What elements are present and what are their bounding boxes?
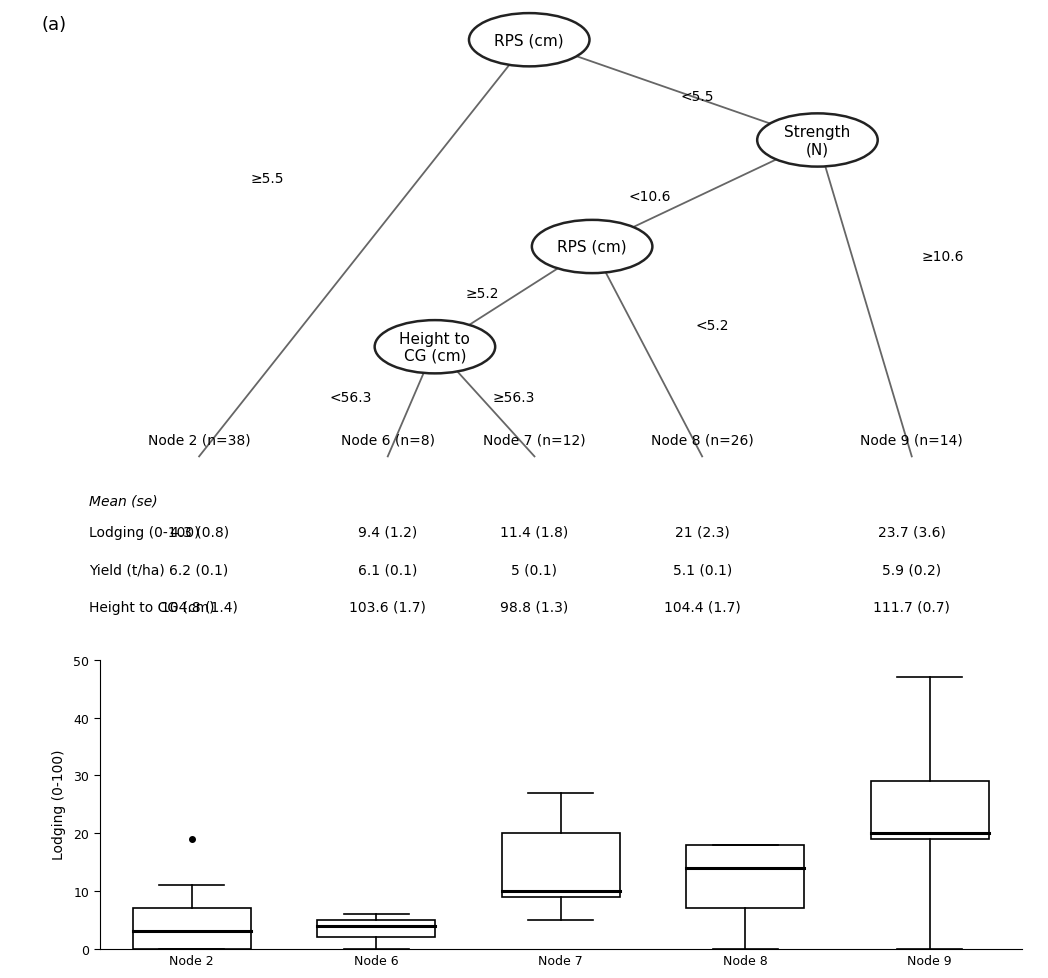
Text: Node 6 (n=8): Node 6 (n=8) xyxy=(341,433,435,448)
Y-axis label: Lodging (0-100): Lodging (0-100) xyxy=(52,749,66,860)
Text: 104.4 (1.7): 104.4 (1.7) xyxy=(663,600,741,614)
Text: Node 2 (n=38): Node 2 (n=38) xyxy=(148,433,250,448)
Text: 5 (0.1): 5 (0.1) xyxy=(511,562,558,577)
Text: 5.1 (0.1): 5.1 (0.1) xyxy=(673,562,732,577)
Text: 21 (2.3): 21 (2.3) xyxy=(675,525,729,539)
Ellipse shape xyxy=(531,221,652,274)
Text: Node 7 (n=12): Node 7 (n=12) xyxy=(483,433,586,448)
Text: RPS (cm): RPS (cm) xyxy=(495,33,564,48)
Text: Strength
(N): Strength (N) xyxy=(784,124,851,157)
Text: Node 8 (n=26): Node 8 (n=26) xyxy=(651,433,754,448)
Text: Mean (se): Mean (se) xyxy=(89,495,157,509)
Text: ≥5.5: ≥5.5 xyxy=(250,171,284,186)
Ellipse shape xyxy=(374,321,495,374)
Text: 98.8 (1.3): 98.8 (1.3) xyxy=(500,600,569,614)
Text: <5.2: <5.2 xyxy=(696,319,729,333)
Text: 111.7 (0.7): 111.7 (0.7) xyxy=(873,600,951,614)
Ellipse shape xyxy=(757,114,878,167)
Text: 11.4 (1.8): 11.4 (1.8) xyxy=(500,525,569,539)
Text: Height to
CG (cm): Height to CG (cm) xyxy=(399,332,471,364)
Text: <56.3: <56.3 xyxy=(330,390,372,405)
Text: ≥10.6: ≥10.6 xyxy=(922,249,964,264)
Text: Height to CG (cm): Height to CG (cm) xyxy=(89,600,215,614)
Text: 6.2 (0.1): 6.2 (0.1) xyxy=(170,562,228,577)
Text: ≥56.3: ≥56.3 xyxy=(493,390,534,405)
Text: RPS (cm): RPS (cm) xyxy=(558,240,627,254)
Text: <10.6: <10.6 xyxy=(629,190,671,204)
Text: 4.3 (0.8): 4.3 (0.8) xyxy=(170,525,228,539)
Text: 103.6 (1.7): 103.6 (1.7) xyxy=(349,600,427,614)
Bar xyxy=(133,909,250,949)
Ellipse shape xyxy=(470,14,589,67)
Bar xyxy=(318,919,435,937)
Text: 23.7 (3.6): 23.7 (3.6) xyxy=(878,525,945,539)
Bar xyxy=(871,781,988,839)
Text: Yield (t/ha): Yield (t/ha) xyxy=(89,562,165,577)
Text: (a): (a) xyxy=(42,16,67,33)
Text: Node 9 (n=14): Node 9 (n=14) xyxy=(860,433,963,448)
Text: 5.9 (0.2): 5.9 (0.2) xyxy=(882,562,941,577)
Text: 9.4 (1.2): 9.4 (1.2) xyxy=(358,525,417,539)
Text: 6.1 (0.1): 6.1 (0.1) xyxy=(358,562,417,577)
Text: Lodging (0-100): Lodging (0-100) xyxy=(89,525,199,539)
Text: <5.5: <5.5 xyxy=(680,90,714,104)
Bar xyxy=(686,845,804,909)
Bar xyxy=(502,833,619,897)
Text: 104.8 (1.4): 104.8 (1.4) xyxy=(160,600,238,614)
Text: ≥5.2: ≥5.2 xyxy=(465,288,499,301)
